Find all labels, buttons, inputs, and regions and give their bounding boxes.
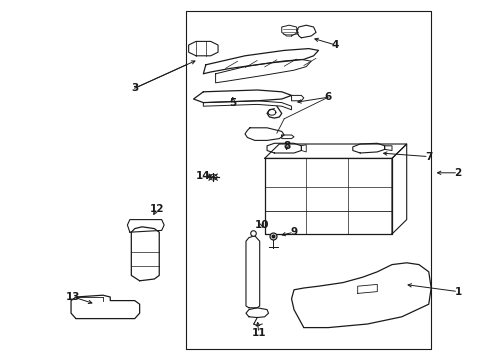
Text: 5: 5 bbox=[229, 98, 236, 108]
Text: 9: 9 bbox=[291, 227, 297, 237]
Text: 14: 14 bbox=[196, 171, 211, 181]
Text: 7: 7 bbox=[425, 152, 433, 162]
Text: 2: 2 bbox=[455, 168, 462, 178]
Text: 1: 1 bbox=[455, 287, 462, 297]
Text: 12: 12 bbox=[149, 204, 164, 214]
Text: 4: 4 bbox=[332, 40, 340, 50]
Text: 8: 8 bbox=[283, 141, 290, 151]
Text: 13: 13 bbox=[66, 292, 81, 302]
Text: 11: 11 bbox=[251, 328, 266, 338]
Text: 10: 10 bbox=[255, 220, 270, 230]
Text: 6: 6 bbox=[325, 92, 332, 102]
Text: 3: 3 bbox=[131, 83, 138, 93]
